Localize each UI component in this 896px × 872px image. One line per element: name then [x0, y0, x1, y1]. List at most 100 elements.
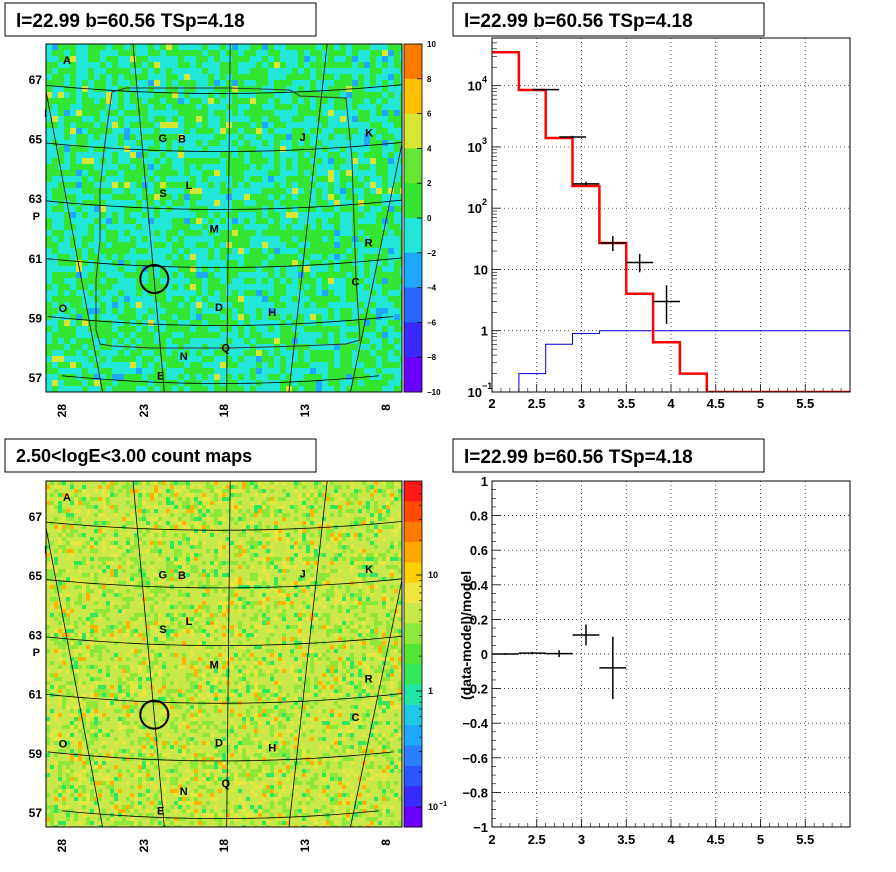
- y-tick-label: 57: [29, 806, 43, 820]
- x-tick-label: 8: [379, 404, 393, 411]
- panel-title-bl: 2.50<logE<3.00 count maps: [16, 446, 252, 466]
- x-tick-label: 28: [55, 404, 69, 418]
- axes-ticks-br: 2 2.5 3 3.5 4 4.5 5 5.5 1 0.8 0.6 0.4 0.2 0 −0.2 −0.4 −0…: [462, 474, 842, 847]
- x-tick-label: 2: [488, 832, 495, 847]
- x-tick-label: 5.5: [796, 396, 814, 411]
- data-point: [626, 253, 654, 273]
- source-label: Q: [221, 778, 230, 790]
- y-tick-label: 61: [29, 252, 43, 266]
- y-tick-exp: 2: [482, 197, 487, 207]
- y-tick-label: 0: [481, 647, 488, 662]
- colorbar-tick-label: −6: [427, 318, 437, 327]
- y-tick-label: 1: [481, 474, 488, 489]
- residual-point: [572, 624, 600, 646]
- title-box-tl: l=22.99 b=60.56 TSp=4.18: [4, 2, 317, 37]
- y-tick-label: 1: [481, 324, 488, 339]
- coordinate-grid-tl: [46, 44, 402, 392]
- x-tick-label: 3.5: [617, 832, 635, 847]
- y-tick-label: 65: [29, 569, 43, 583]
- x-tick-label: 13: [298, 839, 312, 853]
- x-tick-label: 4: [667, 396, 675, 411]
- roi-outline-tl: [95, 87, 361, 349]
- source-label: M: [210, 224, 219, 236]
- source-labels-bl: AFIGBJKSLPMRCDHOQNE: [33, 491, 421, 818]
- source-label: R: [365, 238, 373, 250]
- colorbar-tick-label: 10: [428, 802, 438, 812]
- source-label: L: [186, 616, 193, 628]
- source-label: N: [180, 786, 188, 798]
- residual-panel-br: 2 2.5 3 3.5 4 4.5 5 5.5 1 0.8 0.6 0.4 0.2 0 −0.2 −0.4 −0…: [458, 474, 851, 847]
- y-tick-label: 61: [29, 688, 43, 702]
- panel-title-tl: l=22.99 b=60.56 TSp=4.18: [16, 11, 245, 32]
- y-tick-label: 0.2: [470, 612, 488, 627]
- grid-tr: [492, 38, 850, 392]
- colorbar-tick-label: −10: [427, 388, 441, 397]
- y-tick-label: 67: [29, 73, 43, 87]
- colorbar-tick-label: 2: [427, 179, 432, 188]
- y-tick-exp: 4: [482, 75, 487, 85]
- source-label: P: [33, 647, 40, 659]
- y-tick-label: 0.8: [470, 509, 488, 524]
- y-tick-label: 10: [468, 201, 482, 216]
- y-tick-label: 67: [29, 510, 43, 524]
- map-pixels-bl: [46, 481, 402, 827]
- colorbar-tick-label: 6: [427, 110, 432, 119]
- x-tick-label: 2.5: [528, 396, 546, 411]
- x-tick-label: 18: [217, 839, 231, 853]
- y-tick-labels-tl: 67 65 63 61 59 57: [29, 73, 43, 385]
- coordinate-grid-bl: [46, 481, 402, 827]
- x-tick-label: 4.5: [707, 396, 725, 411]
- source-label: D: [215, 302, 223, 314]
- x-tick-label: 28: [55, 839, 69, 853]
- colorbar-tick-label: 4: [427, 144, 432, 153]
- y-tick-label: 10: [468, 79, 482, 94]
- source-label: J: [300, 568, 306, 580]
- panel-title-br: l=22.99 b=60.56 TSp=4.18: [464, 447, 693, 468]
- y-tick-label: 65: [29, 133, 43, 147]
- colorbar-tick-exp: −1: [439, 801, 447, 808]
- data-points-tr: [532, 88, 680, 324]
- x-tick-labels-bl: 28 23 18 13 8: [55, 839, 393, 853]
- x-tick-label: 23: [137, 839, 151, 853]
- y-tick-label: 10: [474, 262, 488, 277]
- source-label: J: [300, 132, 306, 144]
- x-tick-label: 2.5: [528, 832, 546, 847]
- grid-br: [492, 481, 850, 827]
- source-label: N: [180, 351, 188, 363]
- y-tick-label: −0.2: [462, 682, 488, 697]
- target-circle-bl: [139, 699, 170, 730]
- y-tick-label: 63: [29, 192, 43, 206]
- source-label: G: [158, 133, 167, 145]
- data-point: [532, 88, 560, 91]
- colorbar-tl: 10 8 6 4 2 0 −2 −4 −6 −8 −10: [403, 40, 441, 397]
- y-tick-label: −0.4: [462, 716, 488, 731]
- x-tick-label: 4.5: [707, 832, 725, 847]
- target-circle-tl: [139, 263, 170, 294]
- source-label: G: [158, 569, 167, 581]
- y-tick-label: −1: [473, 820, 488, 835]
- source-label: C: [352, 712, 360, 724]
- y-tick-label: 59: [29, 311, 43, 325]
- y-tick-label: 0.4: [470, 578, 489, 593]
- title-box-br: l=22.99 b=60.56 TSp=4.18: [452, 438, 765, 473]
- x-tick-label: 5: [757, 396, 764, 411]
- residual-point: [599, 636, 627, 699]
- source-label: A: [63, 55, 71, 67]
- colorbar-tick-label: 10: [428, 570, 438, 580]
- data-point: [572, 181, 600, 187]
- source-label: K: [365, 564, 373, 576]
- source-label: E: [157, 370, 164, 382]
- y-tick-labels-bl: 67 65 63 61 59 57: [29, 510, 43, 820]
- data-point: [599, 236, 627, 252]
- x-tick-label: 8: [379, 839, 393, 846]
- colorbar-tick-label: −8: [427, 353, 437, 362]
- residual-point: [518, 651, 546, 655]
- y-tick-label: −0.6: [462, 751, 488, 766]
- source-label: B: [178, 570, 186, 582]
- y-tick-label: 57: [29, 371, 43, 385]
- y-tick-label: 0.6: [470, 543, 488, 558]
